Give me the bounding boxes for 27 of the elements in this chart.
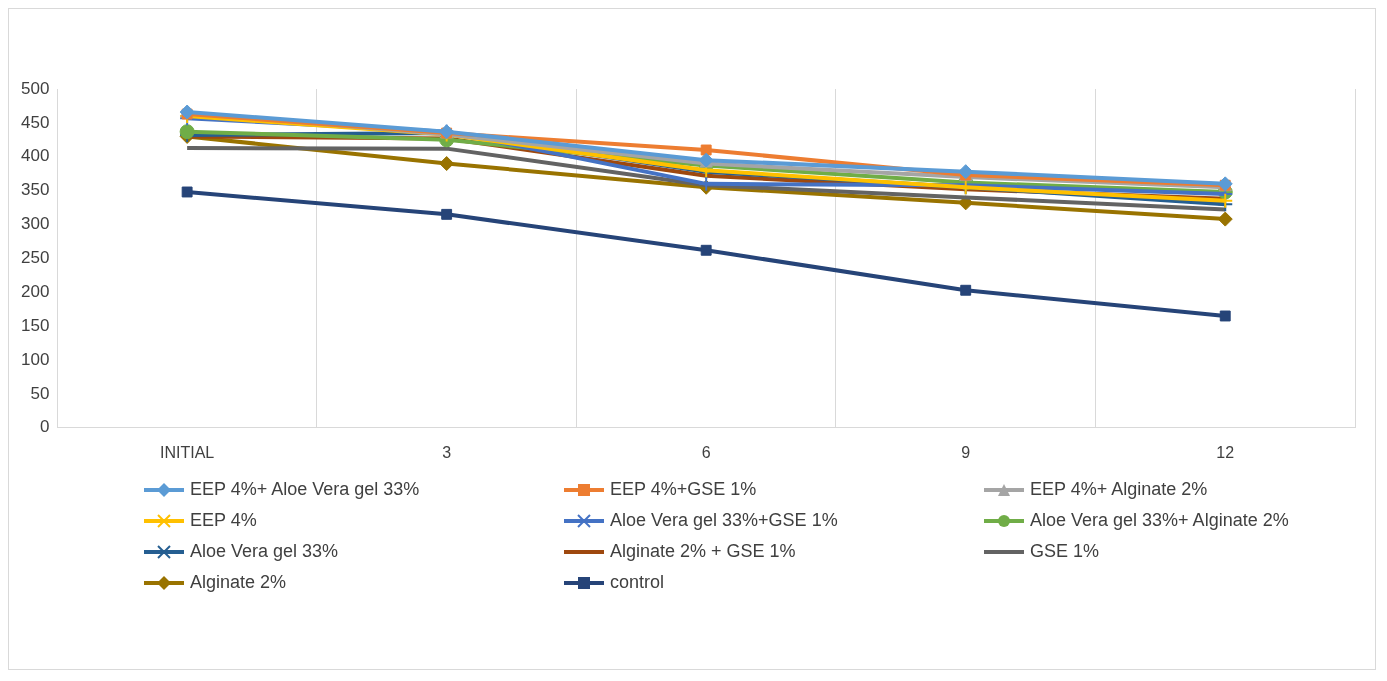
legend-label: GSE 1% (1030, 541, 1100, 561)
legend-label: Aloe Vera gel 33%+ Alginate 2% (1030, 510, 1289, 530)
legend-label: Aloe Vera gel 33% (190, 541, 339, 561)
legend-label: Alginate 2% + GSE 1% (610, 541, 796, 561)
legend-label: Alginate 2% (190, 572, 287, 592)
x-tick-label: INITIAL (160, 443, 215, 461)
legend-label: Aloe Vera gel 33%+GSE 1% (610, 510, 838, 530)
legend-label: EEP 4% (190, 510, 257, 530)
legend-label: EEP 4%+GSE 1% (610, 479, 757, 499)
y-tick-label: 450 (20, 112, 50, 132)
x-tick-label: 12 (1216, 443, 1235, 461)
x-tick-label: 6 (701, 443, 711, 461)
x-tick-label: 3 (442, 443, 452, 461)
y-tick-label: 250 (20, 248, 50, 268)
y-tick-label: 150 (20, 315, 50, 335)
y-tick-label: 400 (20, 146, 50, 166)
legend-label: EEP 4%+ Alginate 2% (1030, 479, 1208, 499)
y-tick-label: 350 (20, 180, 50, 200)
y-tick-label: 100 (20, 349, 50, 369)
x-tick-label: 9 (961, 443, 971, 461)
y-tick-label: 0 (39, 417, 50, 437)
legend-label: control (610, 572, 665, 592)
y-tick-label: 200 (20, 281, 50, 301)
legend-label: EEP 4%+ Aloe Vera gel 33% (190, 479, 420, 499)
y-tick-label: 300 (20, 214, 50, 234)
y-tick-label: 500 (20, 78, 50, 98)
y-tick-label: 50 (30, 383, 50, 403)
